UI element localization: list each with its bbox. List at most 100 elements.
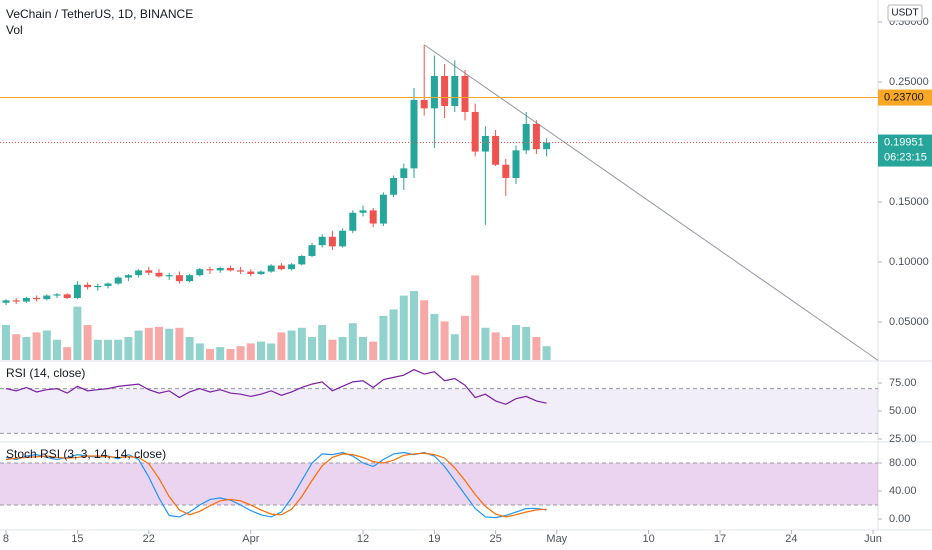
volume-bar <box>134 330 143 360</box>
candle-body <box>165 275 173 277</box>
x-tick-label: 12 <box>357 533 369 545</box>
candle-body <box>175 275 183 282</box>
y-tick-label: 40.00 <box>889 485 917 497</box>
candle-body <box>543 142 551 150</box>
candle-body <box>339 230 347 247</box>
band-fill <box>0 388 878 434</box>
x-tick-label: 24 <box>785 533 797 545</box>
candle-body <box>135 270 143 276</box>
volume-bar <box>165 328 174 360</box>
volume-bar <box>22 337 31 360</box>
candle-body <box>379 194 387 224</box>
candle-body <box>308 245 316 256</box>
volume-bar <box>379 315 388 360</box>
trendline <box>423 44 879 361</box>
volume-bar <box>42 330 51 360</box>
candle-body <box>430 75 438 109</box>
candle-body <box>104 283 112 286</box>
y-tick-label: 80.00 <box>889 457 917 469</box>
candle-body <box>267 265 275 272</box>
candle-body <box>369 210 377 224</box>
x-tick-label: 15 <box>71 533 83 545</box>
volume-bar <box>93 339 102 360</box>
volume-bar <box>205 348 214 360</box>
candle-body <box>155 272 163 277</box>
volume-bar <box>144 327 153 360</box>
y-tick-label: 0.05000 <box>889 316 929 328</box>
volume-bar <box>369 341 378 360</box>
y-tick-label: 0.15000 <box>889 196 929 208</box>
y-tick-label: 0.10000 <box>889 256 929 268</box>
candle-body <box>328 236 336 247</box>
volume-bar <box>420 300 429 360</box>
candle-body <box>114 277 122 284</box>
volume-bar <box>52 339 61 360</box>
candle-body <box>277 265 285 270</box>
volume-bar <box>154 326 163 360</box>
countdown: 06:23:15 <box>884 151 927 163</box>
x-tick-label: 25 <box>489 533 501 545</box>
x-tick-label: 8 <box>3 533 9 545</box>
hline-label: 0.23700 <box>884 91 924 103</box>
currency-box[interactable] <box>887 4 923 22</box>
last-price-label: 0.19951 <box>884 136 924 148</box>
volume-bar <box>216 347 225 360</box>
volume-bar <box>246 343 255 360</box>
volume-bar <box>12 334 21 360</box>
volume-bar <box>63 347 72 360</box>
candle-body <box>481 135 489 152</box>
volume-bar <box>297 327 306 360</box>
volume-bar <box>287 330 296 360</box>
candle-body <box>512 150 520 178</box>
candle-body <box>22 297 30 302</box>
volume-bar <box>512 325 521 360</box>
volume-bar <box>267 343 276 360</box>
candle-body <box>145 270 153 273</box>
volume-bar <box>236 346 245 360</box>
candle-body <box>226 267 234 271</box>
volume-bar <box>277 332 286 360</box>
candle-body <box>522 123 530 151</box>
volume-bar <box>430 314 439 360</box>
candle-body <box>186 275 194 282</box>
candle-body <box>532 123 540 150</box>
candle-body <box>196 269 204 276</box>
candle-body <box>237 270 245 272</box>
candle-body <box>12 300 20 302</box>
indicator-line <box>5 368 547 405</box>
volume-bar <box>195 343 204 360</box>
x-tick-label: Jun <box>864 533 882 545</box>
candle-body <box>451 75 459 106</box>
candle-body <box>63 294 71 298</box>
candle-body <box>73 284 81 298</box>
candle-body <box>400 168 408 178</box>
volume-bar <box>348 323 357 360</box>
candle-body <box>43 295 51 300</box>
x-tick-label: Apr <box>242 533 259 545</box>
volume-bar <box>32 332 41 360</box>
currency[interactable]: USDT <box>891 8 918 19</box>
volume-bar <box>1 325 10 360</box>
volume-bar <box>338 337 347 360</box>
y-tick-label: 0.00 <box>889 513 910 525</box>
candle-body <box>471 111 479 152</box>
volume-bar <box>450 334 459 360</box>
volume-bar <box>124 337 133 360</box>
volume-bar <box>83 325 92 360</box>
volume-bar <box>471 275 480 360</box>
candle-body <box>390 177 398 195</box>
volume-bar <box>328 339 337 360</box>
x-tick-label: 17 <box>714 533 726 545</box>
y-tick-label: 50.00 <box>889 405 917 417</box>
candle-body <box>492 135 500 165</box>
candle-body <box>84 284 92 288</box>
volume-bar <box>73 306 82 360</box>
candle-body <box>420 99 428 109</box>
pane-title: RSI (14, close) <box>6 366 85 380</box>
chart-title: VeChain / TetherUS, 1D, BINANCE <box>6 7 193 21</box>
volume-bar <box>399 295 408 360</box>
candle-body <box>502 164 510 178</box>
volume-bar <box>307 337 316 360</box>
candle-body <box>318 236 326 246</box>
candle-body <box>216 267 224 271</box>
